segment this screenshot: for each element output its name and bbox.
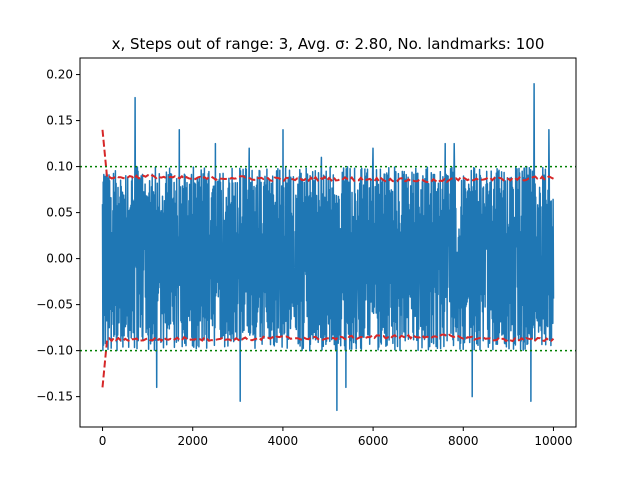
y-tick-label: 0.00 [46, 252, 73, 266]
y-tick-label: −0.15 [36, 390, 73, 404]
x-tick-label: 4000 [268, 434, 299, 448]
series-main-line [101, 83, 555, 412]
x-tick-label: 10000 [534, 434, 572, 448]
y-tick-label: 0.15 [46, 114, 73, 128]
series-envelope-upper [101, 129, 554, 184]
plot-frame [79, 57, 577, 428]
y-tick-label: −0.10 [36, 344, 73, 358]
y-tick-label: 0.05 [46, 206, 73, 220]
series-envelope-lower [101, 333, 555, 388]
x-tick-label: 0 [99, 434, 107, 448]
x-tick-label: 8000 [448, 434, 479, 448]
y-tick-label: 0.20 [46, 68, 73, 82]
x-tick-label: 6000 [358, 434, 389, 448]
y-tick-label: −0.05 [36, 298, 73, 312]
chart-title: x, Steps out of range: 3, Avg. σ: 2.80, … [112, 35, 545, 53]
x-tick-label: 2000 [177, 434, 208, 448]
y-tick-label: 0.10 [46, 160, 73, 174]
